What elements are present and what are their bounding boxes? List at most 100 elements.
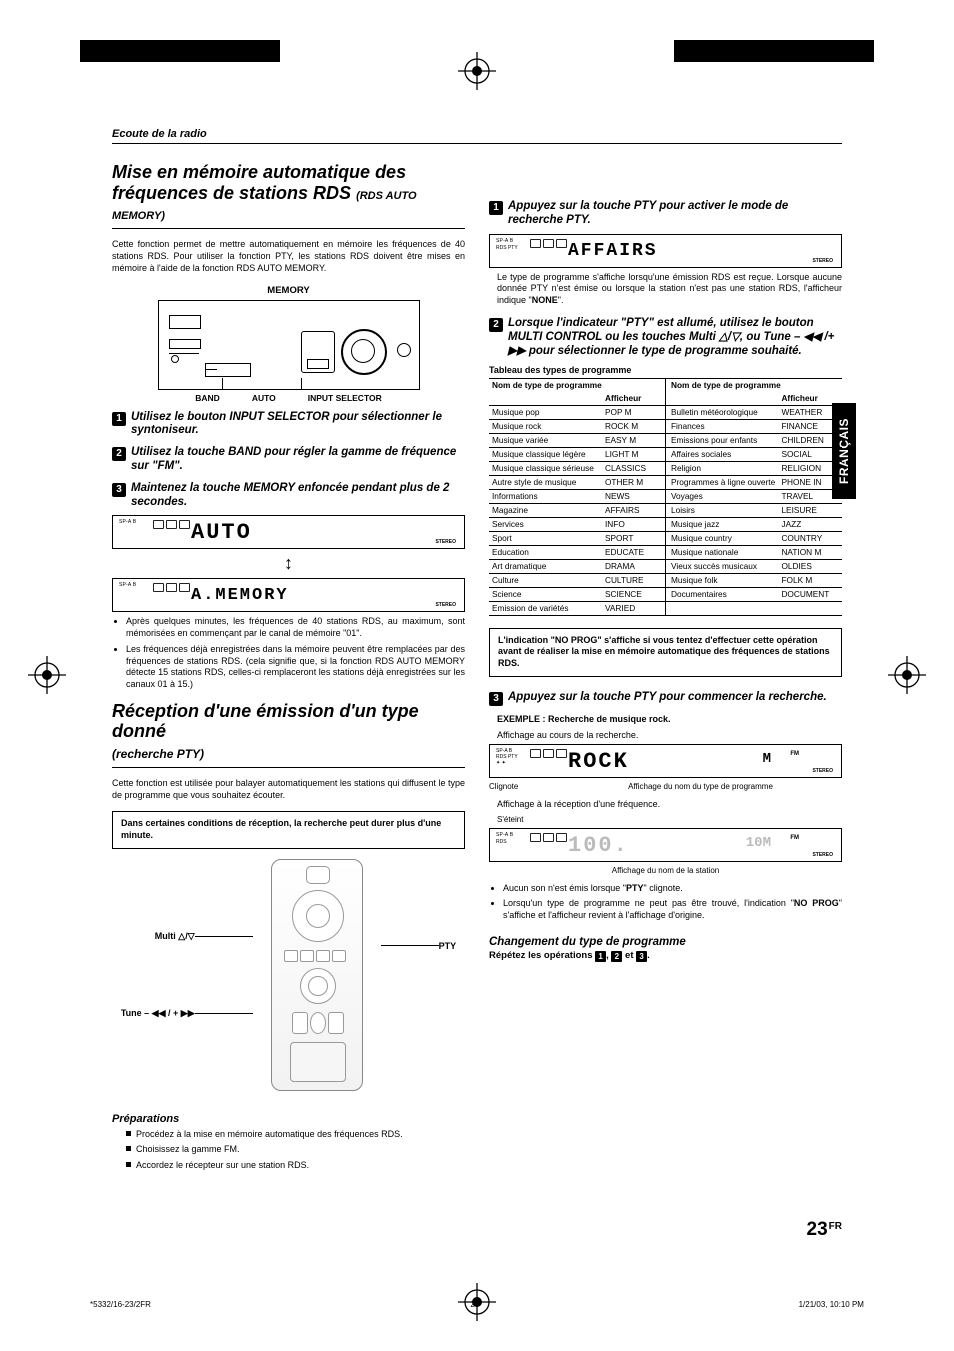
table-cell: SCIENCE — [602, 587, 666, 601]
lcd-caption: Clignote Affichage du nom du type de pro… — [489, 782, 842, 791]
table-cell: SOCIAL — [778, 447, 842, 461]
table-cell: Finances — [665, 419, 778, 433]
table-header: Afficheur — [778, 392, 842, 406]
note-box: Dans certaines conditions de réception, … — [112, 811, 465, 848]
lcd-segment-text: M — [763, 751, 771, 767]
lcd-indicator: SP-A B — [496, 238, 513, 244]
lcd-stereo-indicator: STEREO — [435, 539, 456, 545]
lcd-pre-label: S'éteint — [497, 815, 842, 824]
table-cell: Musique classique légère — [489, 447, 602, 461]
table-cell: CULTURE — [602, 573, 666, 587]
table-cell: Vieux succès musicaux — [665, 559, 778, 573]
left-column: Mise en mémoire automatique des fréquenc… — [112, 162, 465, 1178]
change-head: Changement du type de programme — [489, 936, 842, 948]
page-number: 23FR — [807, 1219, 842, 1241]
footer: *5332/16-23/2FR 23 1/21/03, 10:10 PM — [90, 1300, 864, 1309]
table-cell: TRAVEL — [778, 489, 842, 503]
table-cell: Science — [489, 587, 602, 601]
table-cell: Culture — [489, 573, 602, 587]
bullet: Procédez à la mise en mémoire automatiqu… — [126, 1129, 465, 1141]
table-cell: Musique jazz — [665, 517, 778, 531]
step-number-icon: 1 — [112, 412, 126, 426]
bullet-list: Procédez à la mise en mémoire automatiqu… — [112, 1129, 465, 1172]
bullet-list: Aucun son n'est émis lorsque "PTY" clign… — [489, 883, 842, 922]
example-head: EXEMPLE : Recherche de musique rock. — [497, 714, 842, 724]
lcd-indicator: RDS — [496, 839, 507, 845]
table-row: Emission de variétésVARIED — [489, 601, 842, 615]
table-cell: COUNTRY — [778, 531, 842, 545]
body-text: Le type de programme s'affiche lorsqu'un… — [497, 272, 842, 308]
table-cell: DRAMA — [602, 559, 666, 573]
lcd-indicator: SP-A B — [119, 519, 136, 525]
callout-label: Multi △/▽ — [155, 931, 195, 942]
section-subtitle: (recherche PTY) — [112, 747, 204, 761]
lcd-indicator: SP-A B — [119, 582, 136, 588]
bullet: Après quelques minutes, les fréquences d… — [126, 616, 465, 639]
bullet: Aucun son n'est émis lorsque "PTY" clign… — [503, 883, 842, 895]
step: 1 Utilisez le bouton INPUT SELECTOR pour … — [112, 411, 465, 439]
table-row: ScienceSCIENCEDocumentairesDOCUMENT — [489, 587, 842, 601]
lcd-segment-text: AUTO — [191, 520, 252, 545]
step-text: Appuyez sur la touche PTY pour activer l… — [508, 200, 842, 228]
step: 2Utilisez la touche BAND pour régler la … — [112, 446, 465, 474]
table-row: InformationsNEWSVoyagesTRAVEL — [489, 489, 842, 503]
lcd-display: SP-A B RDS 100. 10M FM STEREO — [489, 828, 842, 862]
remote-control-icon — [271, 859, 363, 1091]
table-cell: FOLK M — [778, 573, 842, 587]
table-cell: OLDIES — [778, 559, 842, 573]
table-cell: INFO — [602, 517, 666, 531]
preparations-head: Préparations — [112, 1113, 465, 1125]
table-cell: Autre style de musique — [489, 475, 602, 489]
body-text: Cette fonction permet de mettre automati… — [112, 239, 465, 275]
table-cell: Musique variée — [489, 433, 602, 447]
bullet: Accordez le récepteur sur une station RD… — [126, 1160, 465, 1172]
note-box: L'indication "NO PROG" s'affiche si vous… — [489, 628, 842, 677]
table-row: Autre style de musiqueOTHER MProgrammes … — [489, 475, 842, 489]
figure-callouts: BAND AUTO INPUT SELECTOR — [112, 393, 465, 403]
table-cell: Musique folk — [665, 573, 778, 587]
rule — [112, 767, 465, 768]
lcd-indicator: SP-A B — [496, 832, 513, 838]
table-row: ServicesINFOMusique jazzJAZZ — [489, 517, 842, 531]
running-head: Ecoute de la radio — [112, 128, 842, 144]
table-row: Art dramatiqueDRAMAVieux succès musicaux… — [489, 559, 842, 573]
page: FRANÇAIS Ecoute de la radio Mise en mémo… — [0, 0, 954, 1351]
table-header: Nom de type de programme — [665, 378, 842, 392]
columns: Mise en mémoire automatique des fréquenc… — [112, 162, 842, 1178]
table-cell: FINANCE — [778, 419, 842, 433]
table-row: Musique classique sérieuseCLASSICSReligi… — [489, 461, 842, 475]
step: 3Maintenez la touche MEMORY enfoncée pen… — [112, 482, 465, 510]
up-down-arrow-icon: ↕ — [112, 553, 465, 574]
lcd-display: SP-A BRDS PTY✦ ✦ ROCK M FM STEREO — [489, 744, 842, 778]
step-number-icon: 2 — [611, 951, 622, 962]
lcd-stereo-indicator: STEREO — [812, 852, 833, 858]
crop-mark — [674, 40, 874, 62]
step-number-icon: 2 — [112, 447, 126, 461]
table-cell: NATION M — [778, 545, 842, 559]
programme-type-table: Nom de type de programme Nom de type de … — [489, 378, 842, 616]
lcd-segment-text: ROCK — [568, 749, 629, 774]
table-row: EducationEDUCATEMusique nationaleNATION … — [489, 545, 842, 559]
step-number-icon: 3 — [636, 951, 647, 962]
table-cell: Education — [489, 545, 602, 559]
footer-center: 23 — [470, 1300, 479, 1309]
table-cell: RELIGION — [778, 461, 842, 475]
lcd-segment-text: AFFAIRS — [568, 241, 658, 261]
bullet: Choisissez la gamme FM. — [126, 1144, 465, 1156]
table-cell: CHILDREN — [778, 433, 842, 447]
table-header: Nom de type de programme — [489, 378, 665, 392]
callout-label: PTY — [439, 941, 457, 951]
change-line: Répétez les opérations 1, 2 et 3. — [489, 950, 842, 962]
lcd-caption: Affichage du nom de la station — [489, 866, 842, 875]
step: 3Appuyez sur la touche PTY pour commence… — [489, 691, 842, 706]
figure-caption: MEMORY — [112, 285, 465, 296]
table-header: Afficheur — [602, 392, 666, 406]
table-cell: Affaires sociales — [665, 447, 778, 461]
table-cell: AFFAIRS — [602, 503, 666, 517]
table-cell: Loisirs — [665, 503, 778, 517]
lcd-display: SP-A B RDS PTY AFFAIRS STEREO — [489, 234, 842, 268]
table-cell: Documentaires — [665, 587, 778, 601]
step-text: Utilisez le bouton INPUT SELECTOR pour s… — [131, 411, 465, 439]
lcd-stereo-indicator: STEREO — [435, 602, 456, 608]
blink-icon: SP-A BRDS PTY✦ ✦ — [496, 748, 518, 766]
